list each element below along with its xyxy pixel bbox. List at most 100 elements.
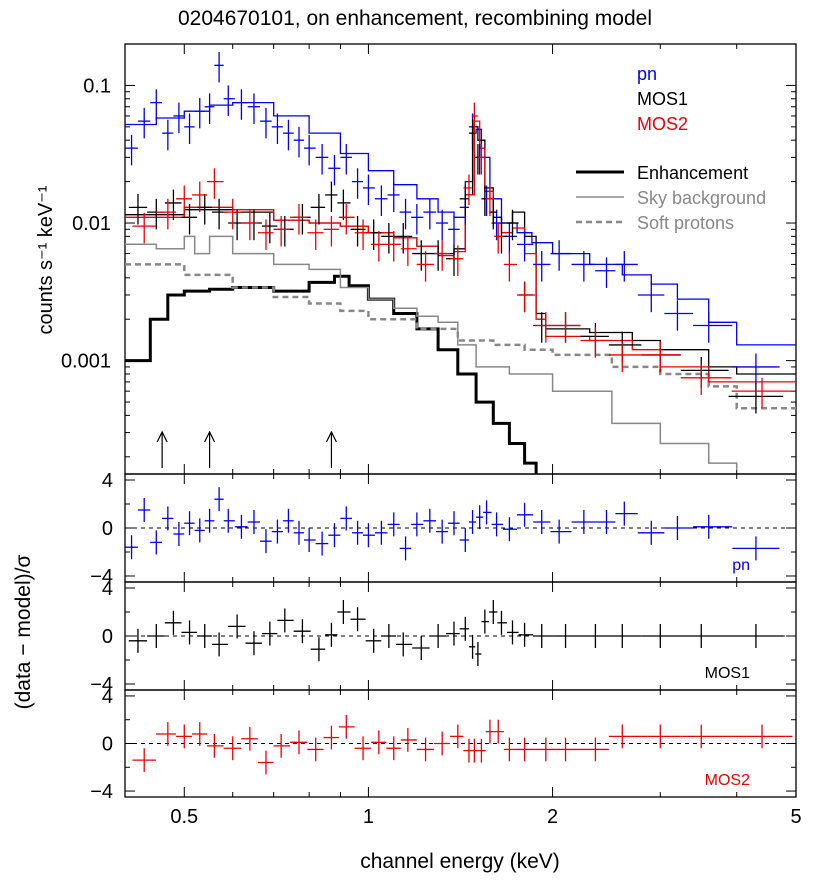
residual-point-pn	[247, 510, 260, 534]
residual-point-mos2	[400, 728, 417, 752]
residual-point-mos1	[412, 636, 430, 660]
residual-point-mos1	[164, 610, 182, 635]
residual-point-mos2	[132, 748, 157, 773]
residual-point-mos1	[396, 632, 413, 657]
residual-point-mos2	[223, 736, 242, 761]
residual-point-pn	[399, 536, 412, 561]
residual-panel-pn: 4 0 −4 pn	[90, 470, 797, 588]
data-point-pn	[550, 240, 572, 271]
data-point-mos2	[641, 341, 681, 373]
residual-point-pn	[468, 510, 477, 534]
data-point-mos2	[471, 102, 478, 134]
arrow-head	[204, 430, 216, 443]
x-tick-label: 0.5	[170, 806, 198, 828]
data-point-mos2	[416, 251, 434, 282]
y-axis-label-residuals: (data − model)/σ	[12, 555, 35, 710]
residual-point-pn	[293, 520, 305, 545]
residual-point-mos2	[555, 737, 581, 762]
legend-label-mos2: MOS2	[637, 114, 688, 134]
data-point-pn	[423, 198, 437, 230]
data-point-mos1	[228, 209, 246, 241]
residual-point-pn	[304, 528, 316, 552]
residual-point-mos2	[494, 719, 504, 744]
legend-label-pn: pn	[637, 64, 657, 84]
data-point-mos2	[323, 215, 339, 247]
residual-point-pn	[491, 512, 503, 537]
data-point-mos2	[386, 231, 401, 262]
data-point-pn	[533, 251, 551, 282]
data-point-pn	[173, 102, 185, 134]
y-tick-label: 0	[102, 626, 113, 648]
data-point-mos2	[680, 364, 732, 396]
residual-point-pn	[223, 508, 235, 533]
data-point-pn	[293, 126, 305, 158]
data-point-mos2	[156, 198, 177, 230]
y-tick-label: 4	[102, 686, 113, 708]
y-tick-label: 4	[102, 470, 113, 492]
data-point-mos1	[128, 194, 148, 225]
residual-point-mos2	[257, 750, 274, 775]
residual-point-mos1	[350, 607, 366, 632]
residual-panel-label: pn	[732, 557, 750, 574]
data-point-mos2	[516, 281, 536, 313]
residual-point-pn	[150, 530, 163, 555]
residual-point-mos1	[365, 628, 382, 653]
y-tick-label: 0	[102, 518, 113, 540]
data-point-pn	[615, 251, 638, 282]
data-point-pn	[411, 203, 424, 235]
data-point-pn	[304, 134, 316, 166]
data-point-mos1	[245, 209, 262, 241]
residual-point-mos2	[416, 737, 434, 762]
data-point-mos1	[518, 281, 534, 313]
residual-point-mos1	[181, 620, 198, 645]
residual-point-pn	[259, 529, 272, 554]
component-sp-line	[125, 263, 796, 410]
data-point-mos2	[503, 251, 517, 282]
data-point-pn	[693, 312, 733, 343]
legend-label-sky: Sky background	[637, 188, 766, 208]
data-point-mos1	[293, 203, 311, 235]
y-tick-label: −4	[90, 566, 113, 588]
residual-point-pn	[550, 519, 572, 544]
line-arrow-marker	[156, 430, 168, 468]
residual-point-mos1	[310, 637, 326, 662]
data-point-pn	[223, 85, 235, 116]
y-tick-label: 0	[102, 734, 113, 756]
data-point-pn	[664, 300, 694, 331]
data-point-mos2	[485, 185, 495, 216]
residual-panel-label: MOS1	[705, 665, 750, 682]
residual-point-pn	[282, 508, 294, 533]
residual-point-pn	[448, 511, 460, 536]
residual-point-mos2	[463, 738, 472, 763]
data-point-mos2	[555, 312, 581, 343]
residual-point-mos2	[485, 719, 495, 744]
residual-point-mos1	[293, 619, 311, 644]
residual-point-pn	[516, 502, 534, 527]
data-point-pn	[162, 119, 174, 151]
residual-point-pn	[315, 531, 329, 556]
data-point-pn	[247, 93, 260, 124]
residual-point-mos1	[277, 608, 294, 633]
residual-point-mos1	[468, 634, 476, 659]
residual-point-mos2	[156, 722, 177, 746]
residual-point-mos2	[307, 737, 324, 762]
residual-point-mos2	[477, 738, 486, 763]
data-point-mos2	[370, 231, 387, 262]
residual-point-pn	[664, 516, 694, 540]
y-tick-label: 0.1	[83, 75, 111, 97]
residual-point-pn	[411, 512, 424, 537]
residual-point-mos2	[241, 726, 258, 751]
model-mos2-line	[125, 120, 796, 383]
residual-point-mos1	[641, 624, 681, 648]
residual-point-mos2	[580, 737, 609, 762]
data-point-mos2	[433, 240, 451, 271]
data-point-mos2	[207, 168, 224, 199]
data-point-mos2	[477, 144, 486, 175]
data-point-pn	[387, 181, 400, 213]
data-point-mos1	[553, 312, 581, 343]
x-tick-label: 1	[363, 806, 374, 828]
residual-point-mos2	[386, 736, 401, 761]
data-point-mos1	[580, 323, 609, 354]
x-tick-label: 2	[547, 806, 558, 828]
data-point-mos1	[412, 240, 430, 271]
